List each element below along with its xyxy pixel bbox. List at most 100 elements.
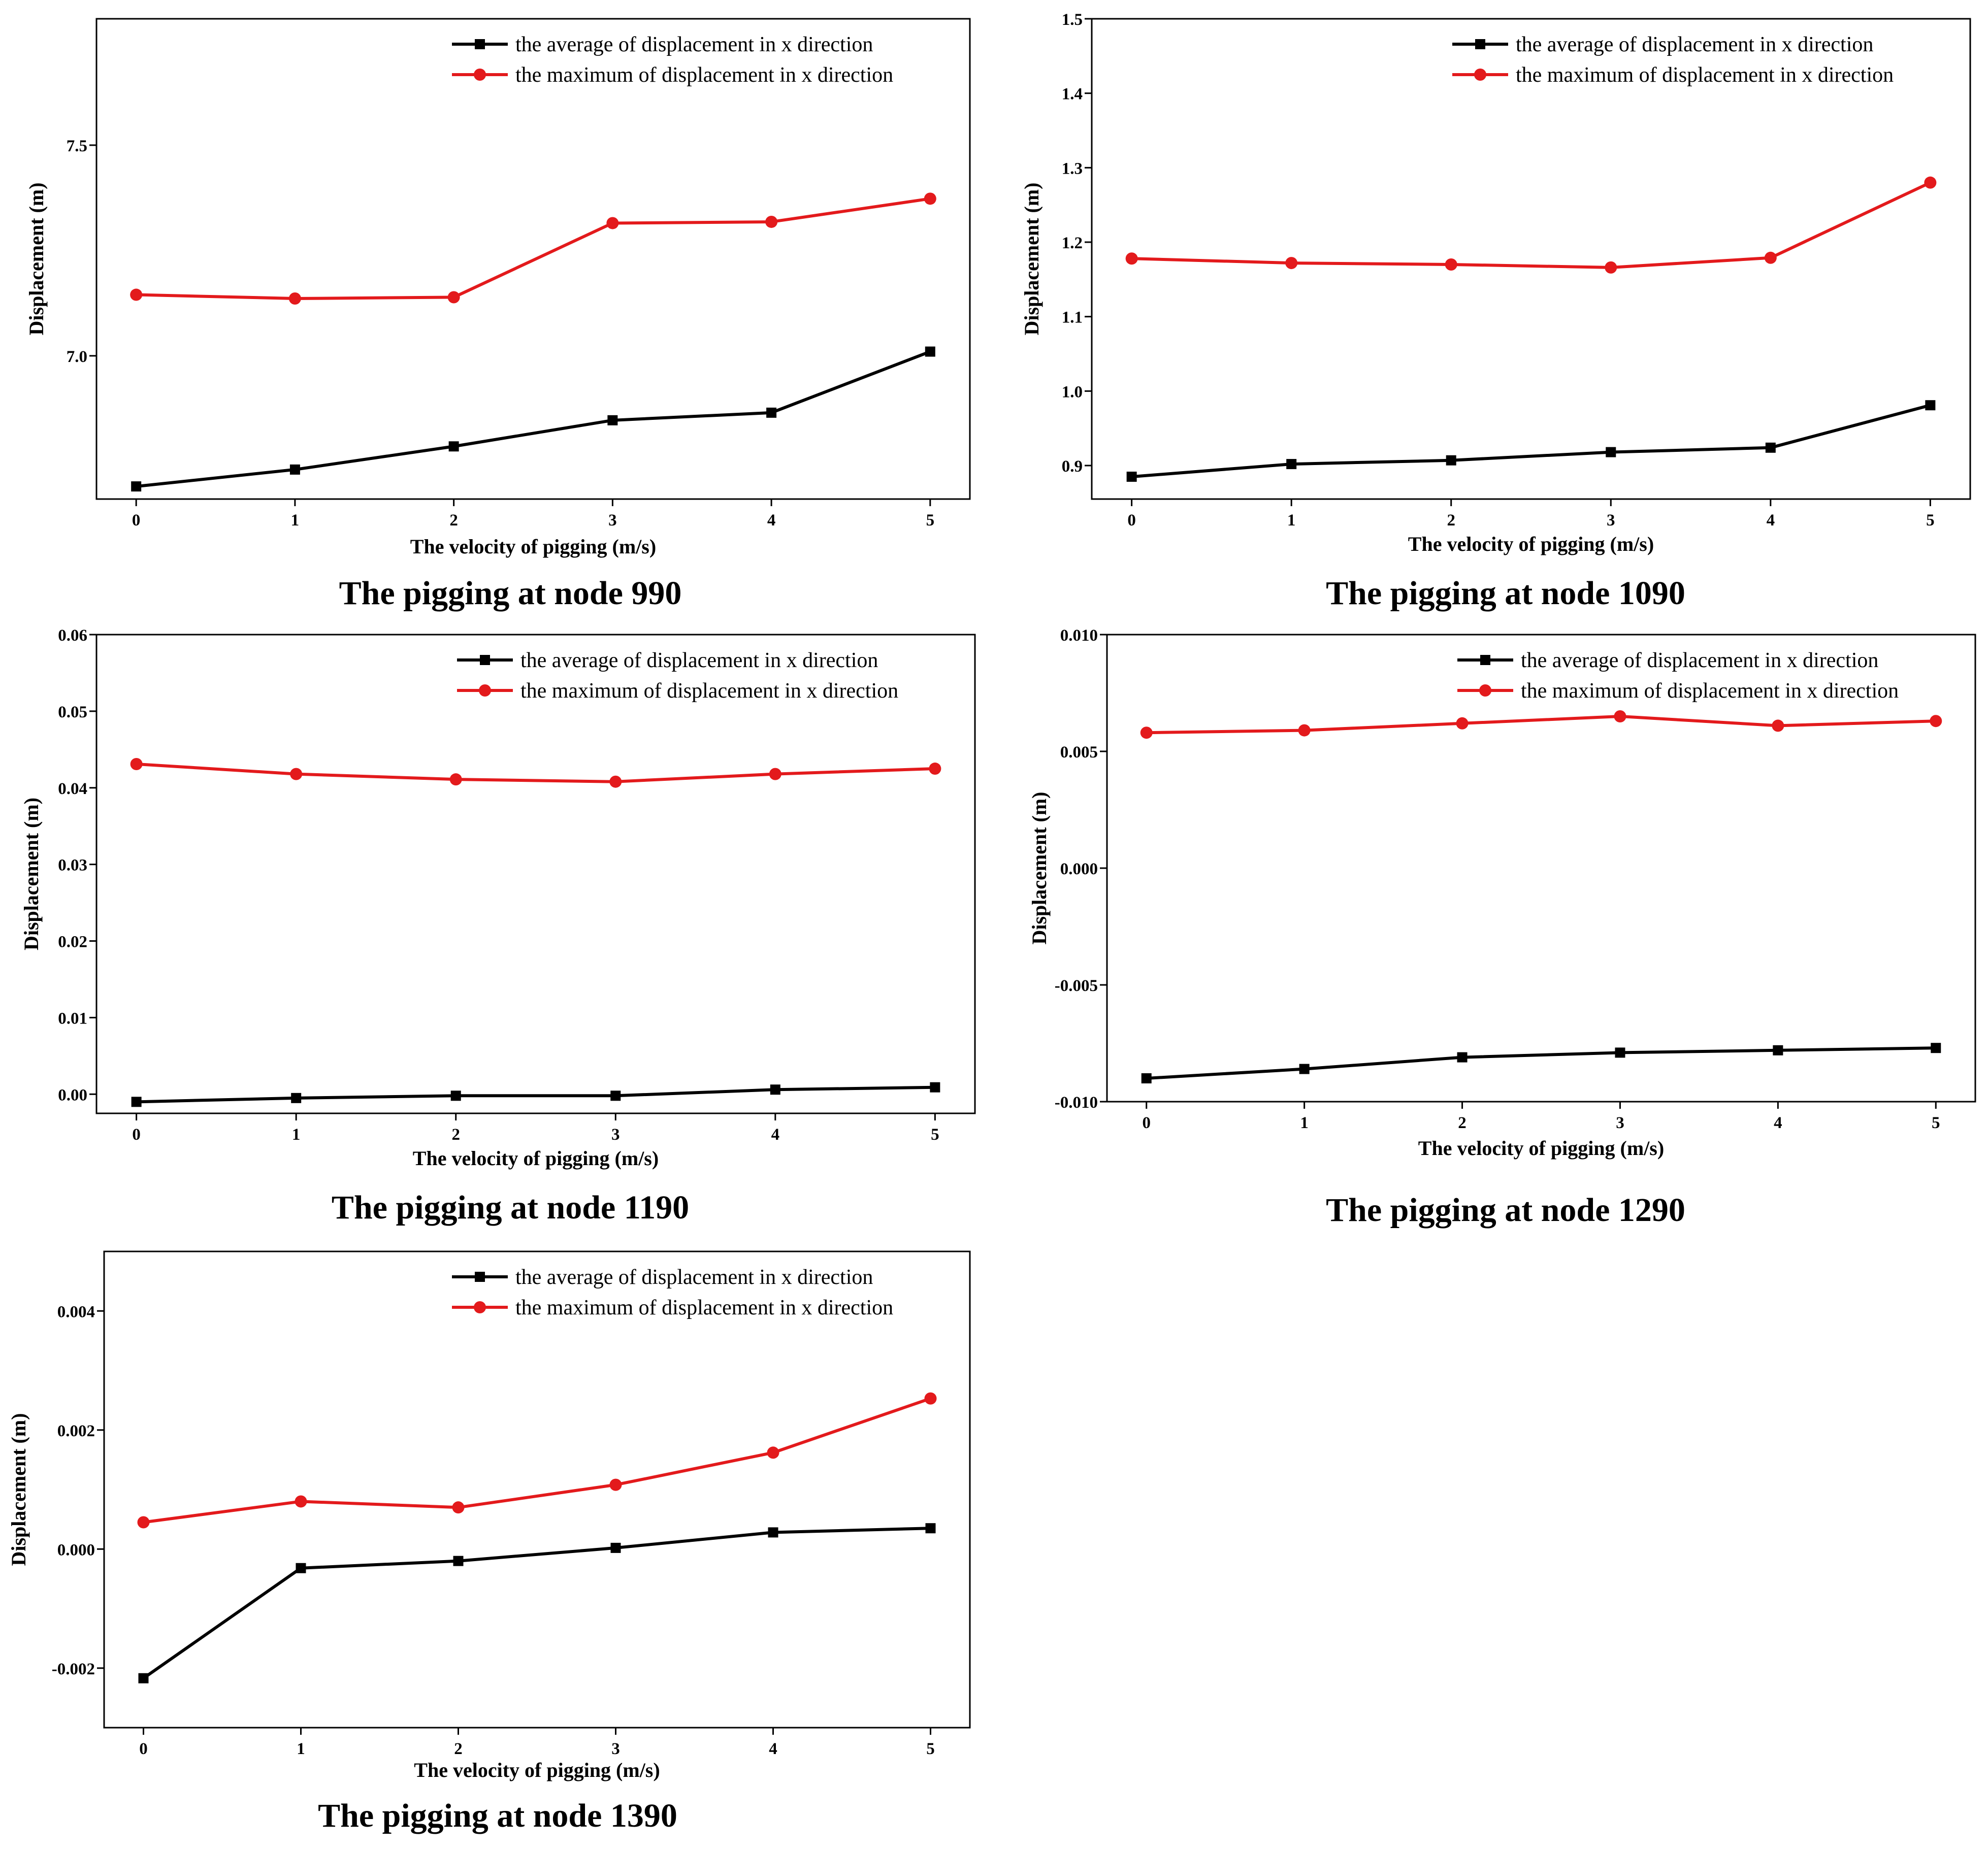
data-point-average (1615, 1047, 1625, 1058)
y-tick-label: 0.05 (58, 703, 87, 721)
series-line-maximum (143, 1397, 931, 1524)
x-axis-label: The velocity of pigging (m/s) (413, 1147, 659, 1170)
y-axis-label: Displacement (m) (1028, 791, 1051, 944)
series-line-average (136, 350, 931, 488)
data-point-average (1765, 442, 1776, 453)
legend-marker-circle (1479, 684, 1491, 697)
data-point-maximum (1285, 257, 1298, 270)
data-point-average (1457, 1052, 1468, 1063)
data-point-average (770, 1084, 780, 1095)
x-tick-label: 2 (454, 1740, 463, 1758)
x-tick-label: 3 (611, 1740, 620, 1758)
data-point-average (448, 441, 459, 452)
x-tick-label: 1 (297, 1740, 305, 1758)
legend-label: the average of displacement in x directi… (515, 33, 873, 56)
data-point-maximum (609, 1478, 622, 1491)
data-point-maximum (924, 192, 936, 205)
x-tick-label: 0 (139, 1740, 148, 1758)
series-line-maximum (136, 197, 931, 301)
chart-title: The pigging at node 990 (339, 575, 682, 612)
plot-frame (1106, 634, 1976, 1103)
y-tick-label: 0.00 (58, 1086, 87, 1104)
x-tick-label: 2 (449, 511, 458, 530)
legend-marker-square (475, 39, 485, 49)
data-point-maximum (130, 757, 143, 770)
y-axis-label: Displacement (m) (25, 182, 48, 335)
data-point-average (289, 464, 300, 475)
legend-marker-square (1480, 655, 1490, 665)
legend-label: the maximum of displacement in x directi… (520, 679, 898, 703)
data-point-maximum (769, 768, 781, 780)
chart-panel: 0 1 2 3 4 5 -0.002 0.000 0.002 0.004 The velocity … (7, 1250, 971, 1834)
legend-marker-square (480, 655, 490, 665)
data-point-maximum (130, 288, 143, 301)
plot-frame (1091, 18, 1971, 500)
data-point-maximum (606, 217, 619, 229)
x-tick-label: 5 (1926, 511, 1935, 530)
data-point-average (610, 1091, 621, 1101)
series-line-average (1146, 1046, 1936, 1080)
x-axis-label: The velocity of pigging (m/s) (410, 535, 656, 558)
plot-frame (95, 634, 976, 1114)
x-tick-label: 4 (769, 1740, 777, 1758)
legend: the average of displacement in x directi… (452, 1266, 893, 1319)
y-tick-label: 0.06 (58, 626, 87, 645)
x-tick-label: 1 (291, 511, 300, 530)
plot-frame (95, 18, 971, 500)
y-tick-label: 0.000 (1060, 860, 1098, 878)
data-point-average (131, 481, 142, 492)
data-point-maximum (449, 773, 462, 786)
series-line-average (142, 1527, 931, 1680)
legend-marker-circle (1474, 69, 1486, 81)
data-point-maximum (1298, 724, 1311, 737)
data-point-average (768, 1527, 778, 1538)
data-point-average (610, 1542, 621, 1553)
y-tick-label: -0.002 (52, 1660, 95, 1678)
y-tick-label: 0.03 (58, 856, 87, 875)
data-point-average (296, 1563, 306, 1573)
legend-label: the average of displacement in x directi… (515, 1266, 873, 1289)
x-tick-label: 5 (1932, 1114, 1940, 1132)
legend: the average of displacement in x directi… (1457, 649, 1899, 703)
y-tick-label: 0.04 (58, 780, 87, 798)
x-axis-label: The velocity of pigging (m/s) (1408, 533, 1654, 555)
data-point-maximum (452, 1501, 465, 1514)
data-point-maximum (1125, 252, 1138, 265)
x-tick-label: 4 (767, 511, 776, 530)
data-point-average (1141, 1073, 1152, 1083)
data-point-average (1606, 447, 1616, 457)
y-tick-label: -0.005 (1055, 977, 1098, 995)
x-tick-label: 0 (132, 1126, 141, 1144)
y-tick-label: -0.010 (1055, 1094, 1098, 1112)
data-point-maximum (1456, 717, 1469, 730)
data-point-maximum (924, 1392, 937, 1405)
chart-panel: 0 1 2 3 4 5 0.9 1.0 1.1 1.2 1.3 1.4 1.5 The velocity … (1020, 11, 1971, 612)
data-point-average (138, 1673, 149, 1683)
data-point-maximum (1772, 719, 1784, 732)
legend: the average of displacement in x directi… (452, 33, 893, 87)
x-tick-label: 2 (1447, 511, 1455, 530)
legend-label: the average of displacement in x directi… (1521, 649, 1878, 672)
legend-label: the average of displacement in x directi… (520, 649, 878, 672)
data-point-average (925, 346, 935, 357)
x-tick-label: 4 (1774, 1114, 1782, 1132)
y-tick-label: 1.3 (1062, 159, 1083, 178)
data-point-average (930, 1082, 940, 1093)
series-line-maximum (1146, 715, 1936, 735)
data-point-average (607, 415, 618, 425)
chart-title: The pigging at node 1290 (1326, 1192, 1685, 1229)
legend-label: the average of displacement in x directi… (1516, 33, 1873, 56)
data-point-average (1126, 472, 1137, 482)
y-tick-label: 1.5 (1062, 11, 1083, 29)
data-point-maximum (1924, 176, 1937, 189)
y-tick-label: 7.5 (67, 137, 87, 155)
legend-marker-square (475, 1272, 485, 1282)
x-tick-label: 3 (1607, 511, 1615, 530)
y-tick-label: 0.9 (1062, 457, 1083, 476)
data-point-average (1773, 1045, 1783, 1055)
data-point-maximum (765, 215, 778, 228)
data-point-average (1925, 400, 1936, 411)
data-point-average (766, 407, 777, 418)
data-point-maximum (137, 1516, 150, 1529)
data-point-average (450, 1091, 461, 1101)
